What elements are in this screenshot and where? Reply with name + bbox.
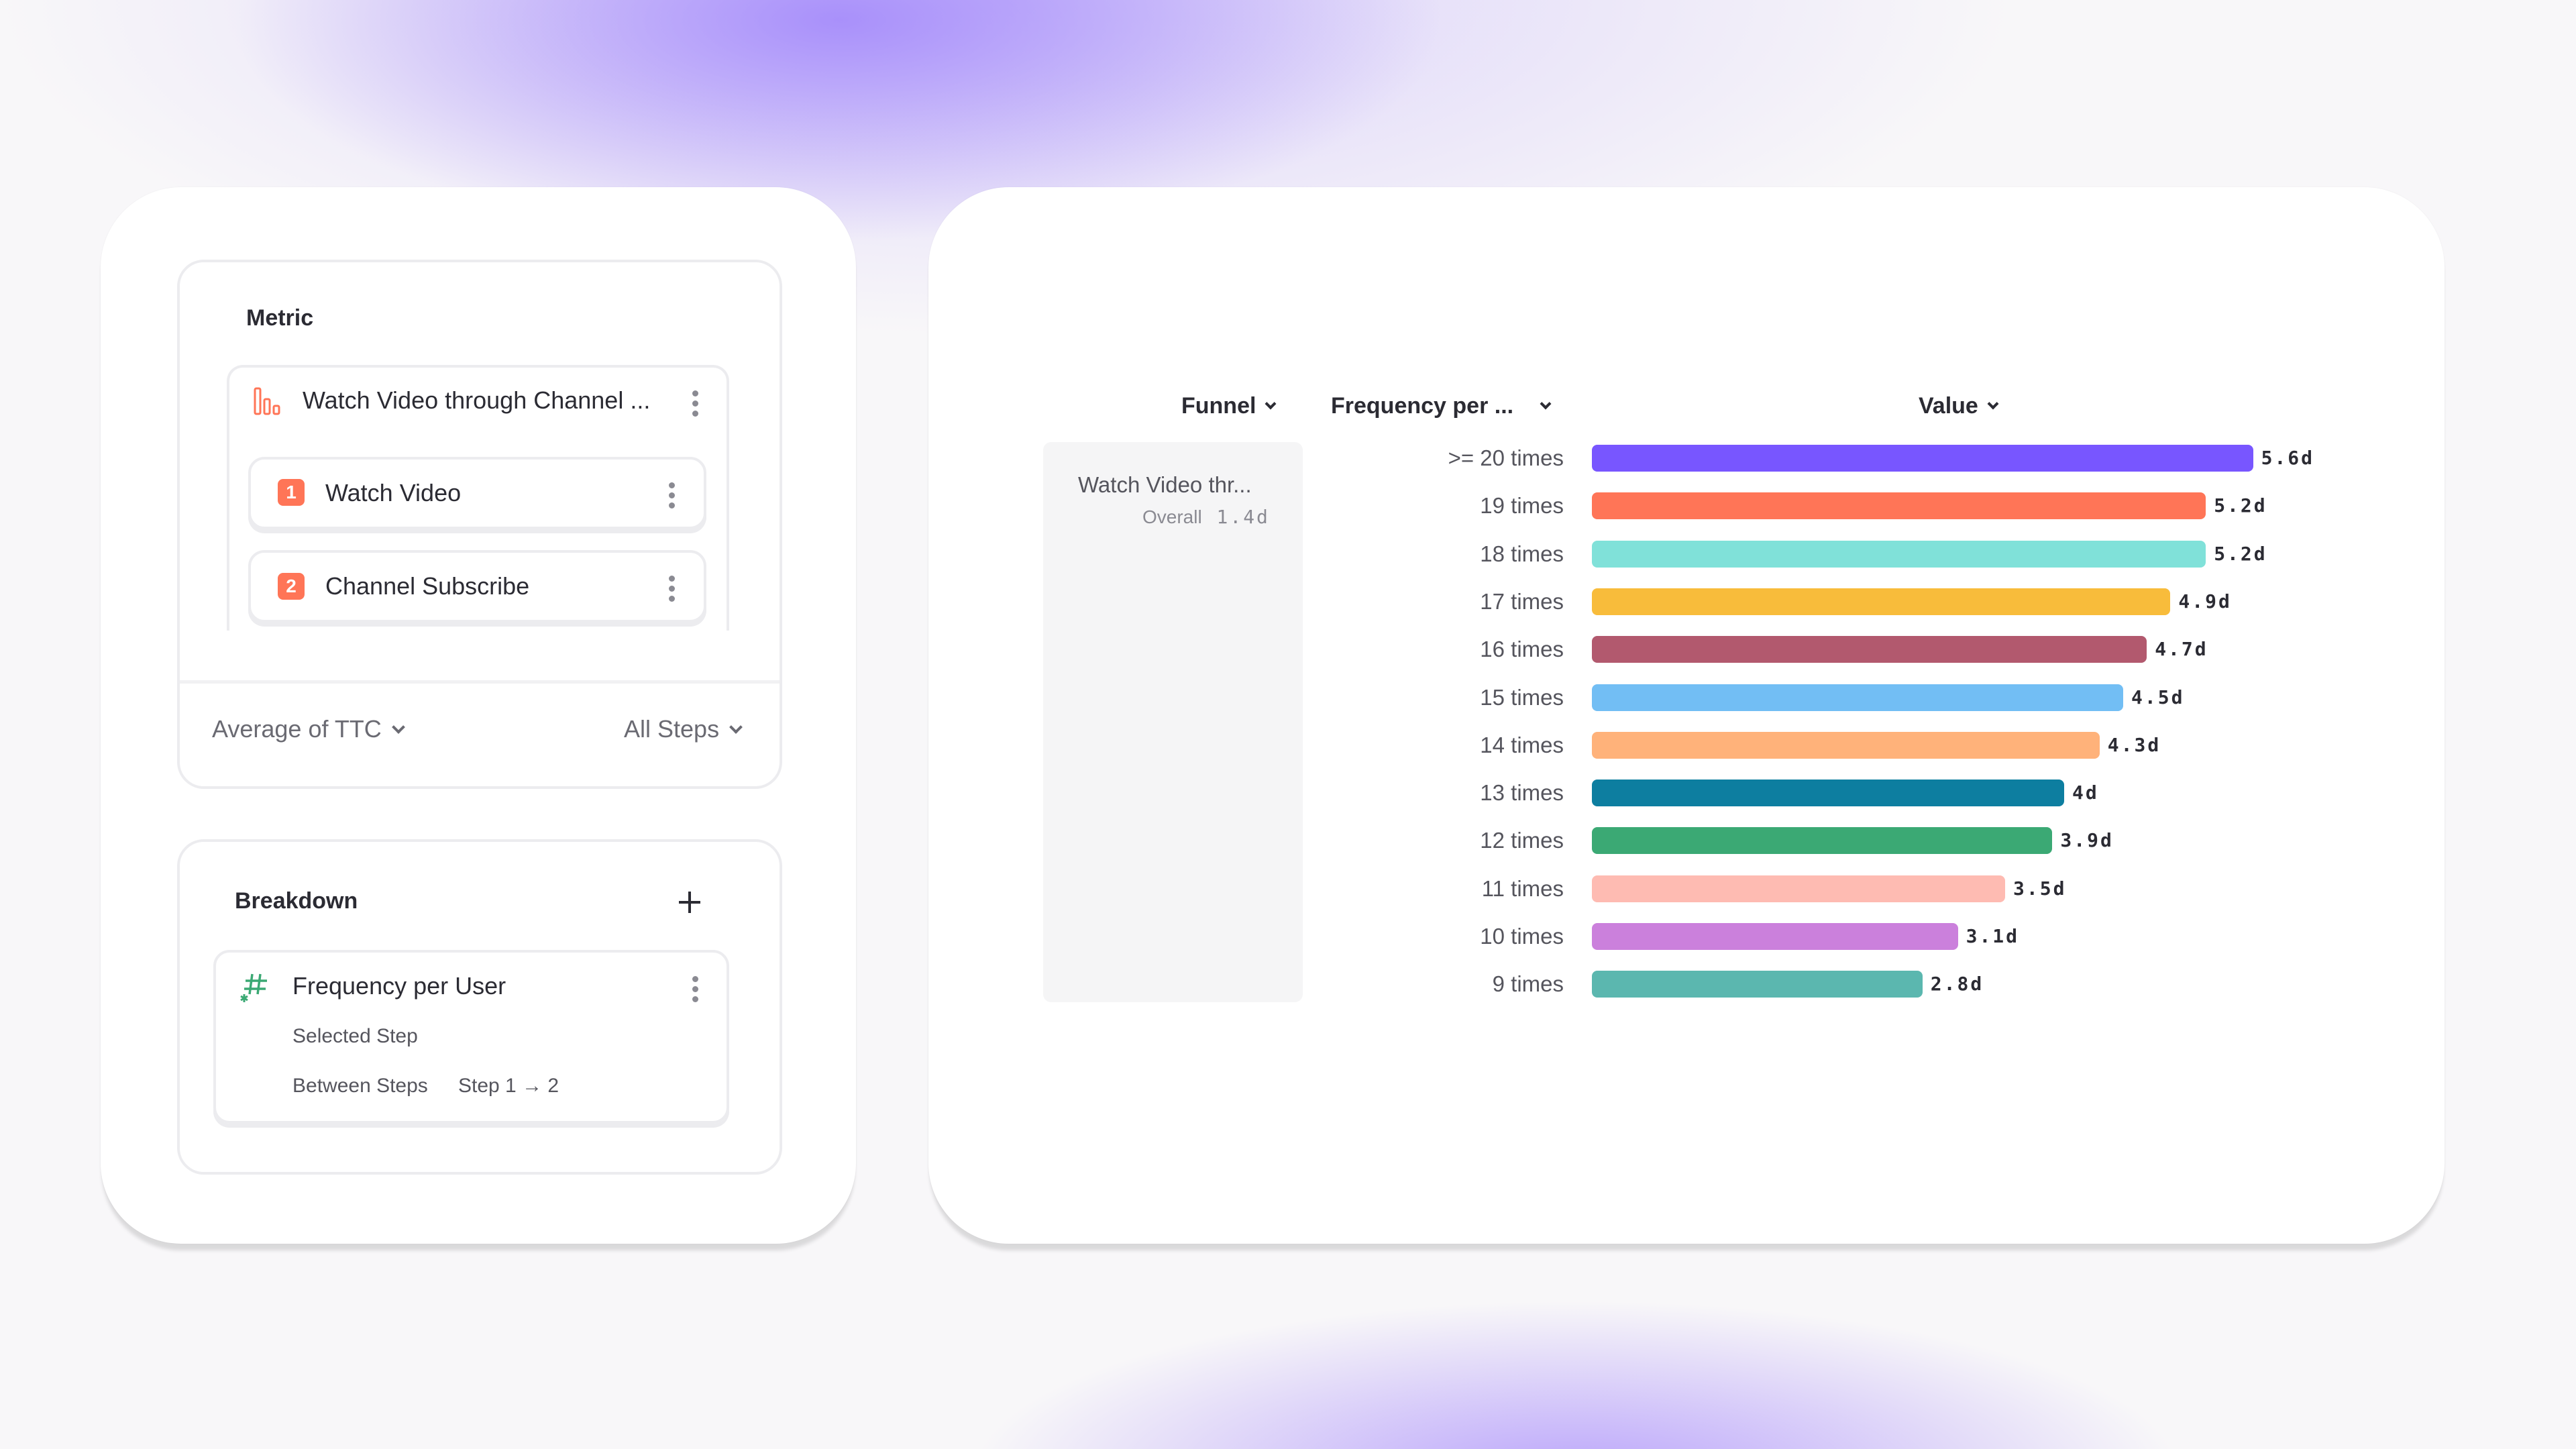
- step-label[interactable]: Watch Video: [325, 479, 462, 506]
- funnel-name[interactable]: Watch Video through Channel ...: [303, 386, 651, 414]
- category-label: 14 times: [1480, 732, 1564, 757]
- category-label: 9 times: [1492, 971, 1564, 997]
- column-header-funnel[interactable]: Funnel: [1181, 393, 1277, 419]
- value-label: 3.9d: [2060, 829, 2114, 852]
- aggregation-label: Average of TTC: [212, 715, 382, 743]
- column-header-label: Funnel: [1181, 393, 1256, 419]
- step-number-badge: 2: [278, 573, 305, 600]
- category-label: 19 times: [1480, 493, 1564, 519]
- category-label: 13 times: [1480, 780, 1564, 806]
- category-label: >= 20 times: [1448, 445, 1564, 470]
- breakdown-property[interactable]: Frequency per User: [292, 972, 506, 1000]
- funnel-menu-icon[interactable]: [692, 390, 699, 417]
- bar[interactable]: [1592, 492, 2206, 520]
- step-menu-icon[interactable]: [669, 482, 676, 508]
- value-label: 4d: [2072, 782, 2099, 804]
- bar[interactable]: [1592, 445, 2253, 472]
- step-row-2[interactable]: [248, 550, 706, 623]
- funnel-chart-icon: [254, 387, 280, 415]
- bar[interactable]: [1592, 588, 2171, 615]
- chevron-down-icon: [1265, 398, 1277, 410]
- overall-value: 1.4d: [1216, 506, 1270, 528]
- bar[interactable]: [1592, 636, 2147, 663]
- value-label: 4.3d: [2107, 733, 2161, 756]
- bar[interactable]: [1592, 923, 1958, 950]
- chevron-down-icon: [391, 720, 405, 734]
- step-label[interactable]: Channel Subscribe: [325, 572, 530, 600]
- value-label: 5.6d: [2261, 447, 2315, 469]
- category-label: 18 times: [1480, 541, 1564, 566]
- divider: [180, 680, 780, 684]
- bar[interactable]: [1592, 731, 2100, 759]
- column-header-frequency[interactable]: Frequency per ...: [1331, 393, 1552, 419]
- bar[interactable]: [1592, 875, 2005, 902]
- breakdown-section: [177, 839, 782, 1175]
- category-label: 15 times: [1480, 684, 1564, 710]
- breakdown-menu-icon[interactable]: [692, 976, 699, 1002]
- value-label: 2.8d: [1930, 973, 1984, 996]
- value-label: 5.2d: [2214, 542, 2267, 565]
- breakdown-property-card[interactable]: [213, 950, 729, 1124]
- column-header-label: Value: [1919, 393, 1978, 419]
- step-row-1[interactable]: [248, 457, 706, 529]
- funnel-metric-card[interactable]: [227, 365, 729, 631]
- value-label: 4.7d: [2155, 638, 2208, 661]
- step-scope-label: All Steps: [624, 715, 720, 743]
- category-label: 11 times: [1481, 875, 1564, 901]
- value-label: 5.2d: [2214, 494, 2267, 517]
- between-steps-label: Between Steps: [292, 1075, 428, 1097]
- chevron-down-icon: [1540, 398, 1552, 410]
- value-label: 4.5d: [2131, 686, 2185, 708]
- step-scope-dropdown[interactable]: All Steps: [624, 715, 743, 743]
- value-label: 3.1d: [1966, 925, 2020, 947]
- column-header-value[interactable]: Value: [1919, 393, 1999, 419]
- category-label: 17 times: [1480, 588, 1564, 614]
- overall-label: Overall: [1142, 506, 1202, 527]
- hash-icon: [240, 973, 267, 1002]
- step-number-badge: 1: [278, 479, 305, 506]
- step-menu-icon[interactable]: [669, 576, 676, 602]
- category-label: 10 times: [1480, 924, 1564, 949]
- category-label: 12 times: [1480, 828, 1564, 853]
- funnel-overall: Overall 1.4d: [1142, 506, 1270, 528]
- aggregation-dropdown[interactable]: Average of TTC: [212, 715, 405, 743]
- bar[interactable]: [1592, 780, 2064, 807]
- selected-step-label: Selected Step: [292, 1025, 418, 1047]
- bar[interactable]: [1592, 684, 2123, 711]
- bar[interactable]: [1592, 971, 1923, 998]
- funnel-cell-name: Watch Video thr...: [1078, 472, 1252, 497]
- breakdown-title: Breakdown: [235, 888, 358, 914]
- chevron-down-icon: [1987, 398, 1999, 410]
- category-label: 16 times: [1480, 637, 1564, 662]
- bar[interactable]: [1592, 827, 2053, 855]
- column-header-label: Frequency per ...: [1331, 393, 1514, 419]
- bar[interactable]: [1592, 540, 2206, 568]
- metric-title: Metric: [246, 305, 314, 331]
- add-breakdown-icon[interactable]: [678, 890, 702, 914]
- chevron-down-icon: [729, 720, 743, 734]
- value-label: 4.9d: [2178, 590, 2232, 612]
- between-steps-value[interactable]: Step 1 → 2: [458, 1075, 559, 1097]
- funnel-cell[interactable]: [1043, 442, 1303, 1002]
- value-label: 3.5d: [2013, 877, 2067, 900]
